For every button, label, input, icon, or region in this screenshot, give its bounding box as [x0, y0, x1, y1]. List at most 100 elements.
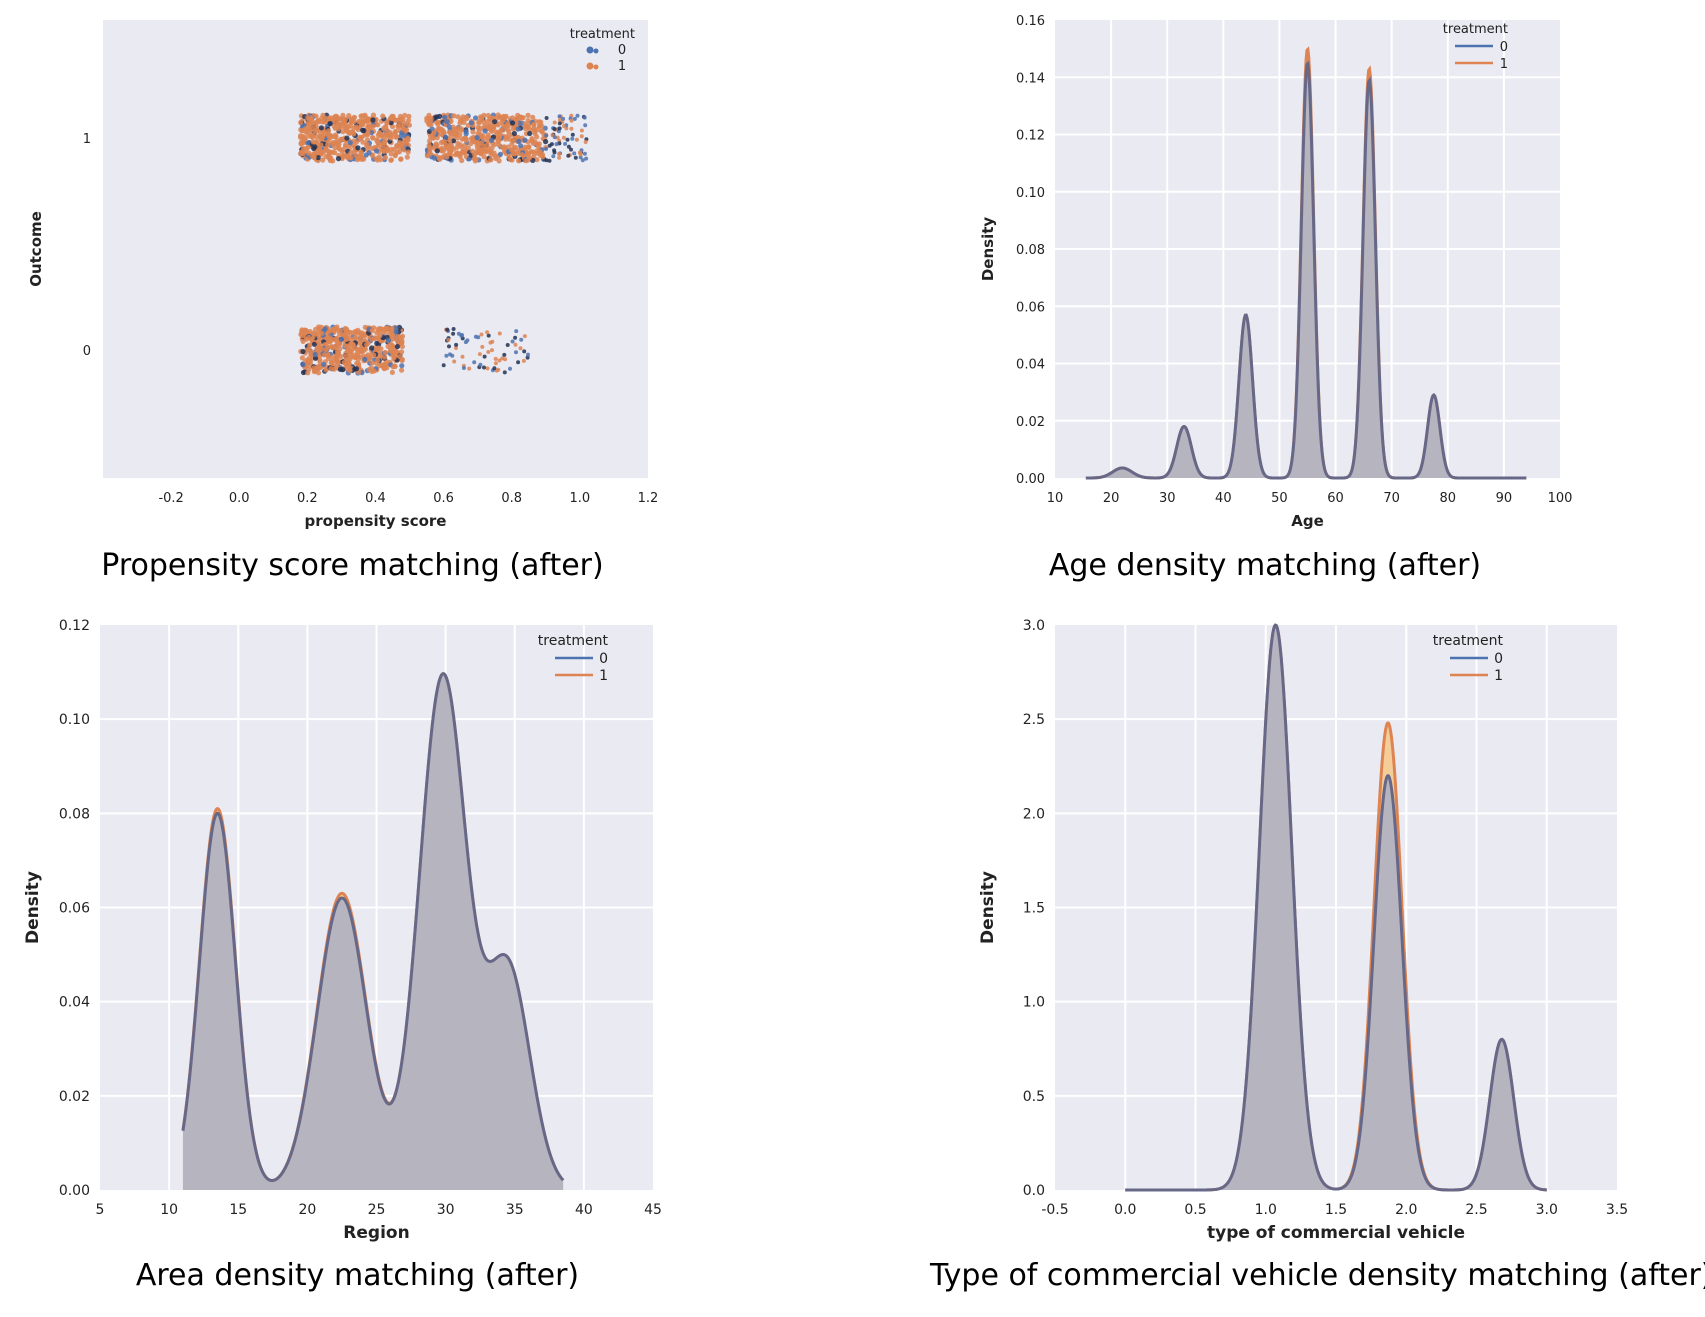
scatter-point-treatment-0: [522, 137, 528, 143]
scatter-point-treatment-1: [427, 145, 433, 151]
scatter-point-treatment-1: [405, 135, 411, 141]
scatter-point-treatment-0: [575, 113, 580, 118]
scatter-point-treatment-0: [511, 130, 517, 137]
x-tick-label: -0.5: [1041, 1202, 1068, 1218]
scatter-point-treatment-0: [544, 146, 548, 151]
scatter-point-treatment-0: [570, 132, 575, 137]
scatter-point-treatment-1: [569, 126, 574, 131]
scatter-point-treatment-1: [397, 121, 403, 127]
scatter-point-treatment-0: [451, 331, 456, 336]
legend-title: treatment: [570, 27, 635, 42]
scatter-point-treatment-1: [339, 332, 346, 338]
scatter-point-treatment-1: [343, 142, 349, 148]
scatter-point-treatment-1: [431, 130, 437, 136]
scatter-point-treatment-0: [522, 349, 527, 354]
scatter-point-treatment-1: [343, 353, 349, 359]
scatter-point-treatment-1: [488, 340, 493, 345]
legend-title: treatment: [1443, 22, 1508, 37]
scatter-point-treatment-0: [478, 362, 483, 367]
scatter-point-treatment-0: [573, 155, 578, 160]
scatter-point-treatment-1: [332, 115, 338, 121]
scatter-point-treatment-1: [481, 154, 487, 160]
age-density-chart: 10 20 30 40 50 60 70 80 90 100 0.00 0.02 0.04 0.06 0.0…: [955, 0, 1705, 600]
scatter-point-treatment-1: [377, 329, 384, 336]
scatter-point-treatment-0: [518, 143, 524, 149]
scatter-point-treatment-1: [397, 113, 404, 119]
vehicle-density-chart-svg: -0.5 0.0 0.5 1.0 1.5 2.0 2.5 3.0 3.5 0.0 0.5 1.0 1.5…: [978, 618, 1628, 1243]
scatter-point-treatment-1: [314, 140, 320, 146]
scatter-point-treatment-1: [318, 345, 324, 351]
scatter-point-treatment-0: [549, 142, 554, 147]
scatter-point-treatment-1: [332, 144, 338, 151]
legend-label-treatment-0: 0: [1494, 651, 1503, 667]
scatter-point-treatment-1: [579, 134, 584, 139]
region-density-chart: 5 10 15 20 25 30 35 40 45 0.00 0.02 0.04 0.06 0.08 0.1…: [0, 610, 852, 1317]
scatter-point-treatment-1: [352, 335, 358, 341]
region-density-chart-svg: 5 10 15 20 25 30 35 40 45 0.00 0.02 0.04 0.06 0.08 0.1…: [23, 618, 662, 1243]
scatter-point-treatment-1: [489, 128, 495, 134]
scatter-point-treatment-1: [493, 129, 499, 135]
scatter-point-treatment-0: [578, 155, 583, 160]
scatter-point-treatment-1: [332, 325, 338, 331]
scatter-point-treatment-1: [454, 135, 461, 141]
scatter-point-treatment-0: [527, 130, 533, 137]
scatter-point-treatment-1: [351, 119, 357, 125]
scatter-point-treatment-1: [516, 158, 522, 164]
scatter-point-treatment-0: [445, 327, 450, 332]
scatter-point-treatment-0: [569, 147, 573, 152]
scatter-point-treatment-1: [298, 141, 304, 147]
scatter-point-treatment-1: [326, 138, 332, 145]
scatter-point-treatment-1: [482, 123, 488, 129]
scatter-point-treatment-1: [366, 366, 372, 373]
scatter-point-treatment-1: [534, 134, 540, 140]
scatter-point-treatment-1: [305, 144, 311, 150]
scatter-point-treatment-1: [307, 329, 313, 335]
scatter-point-treatment-1: [344, 336, 350, 342]
scatter-point-treatment-0: [544, 133, 549, 138]
scatter-point-treatment-0: [450, 353, 455, 358]
scatter-point-treatment-1: [452, 359, 457, 364]
scatter-point-treatment-0: [429, 126, 435, 132]
scatter-point-treatment-0: [300, 362, 306, 368]
scatter-point-treatment-1: [497, 358, 502, 363]
scatter-point-treatment-0: [393, 329, 399, 335]
scatter-point-treatment-0: [305, 140, 311, 146]
x-tick-label: 20: [298, 1202, 316, 1218]
scatter-point-treatment-1: [515, 134, 521, 140]
y-tick-label: 0.10: [59, 712, 90, 728]
scatter-point-treatment-1: [308, 336, 315, 342]
scatter-point-treatment-1: [561, 135, 566, 140]
scatter-point-treatment-1: [335, 139, 341, 145]
x-tick-label: 0.6: [433, 491, 454, 506]
y-tick-label: 0.14: [1016, 71, 1045, 86]
scatter-point-treatment-1: [457, 120, 463, 126]
scatter-point-treatment-1: [387, 348, 394, 354]
scatter-point-treatment-0: [552, 135, 557, 140]
scatter-point-treatment-1: [388, 151, 394, 157]
scatter-point-treatment-0: [451, 327, 456, 331]
legend-label-treatment-0: 0: [618, 43, 626, 58]
x-tick-label: 0.0: [229, 491, 250, 506]
scatter-point-treatment-0: [347, 140, 353, 146]
scatter-point-treatment-1: [325, 128, 332, 134]
x-tick-label: 2.0: [1395, 1202, 1417, 1218]
scatter-point-treatment-1: [391, 354, 397, 361]
scatter-point-treatment-1: [389, 124, 396, 130]
scatter-point-treatment-0: [321, 361, 327, 368]
scatter-point-treatment-0: [516, 360, 521, 365]
scatter-point-treatment-1: [562, 124, 566, 129]
scatter-point-treatment-1: [497, 129, 503, 135]
x-tick-label: 1.5: [1325, 1202, 1347, 1218]
scatter-point-treatment-1: [342, 120, 348, 126]
y-axis-label: Density: [23, 871, 43, 944]
scatter-point-treatment-1: [428, 121, 434, 127]
scatter-point-treatment-1: [308, 121, 314, 127]
scatter-point-treatment-1: [336, 342, 342, 348]
scatter-point-treatment-1: [508, 147, 515, 153]
scatter-point-treatment-1: [370, 112, 377, 118]
scatter-point-treatment-0: [566, 153, 571, 158]
scatter-point-treatment-1: [329, 355, 335, 361]
scatter-point-treatment-1: [397, 354, 403, 360]
scatter-point-treatment-1: [555, 135, 560, 140]
legend-title: treatment: [538, 633, 609, 649]
